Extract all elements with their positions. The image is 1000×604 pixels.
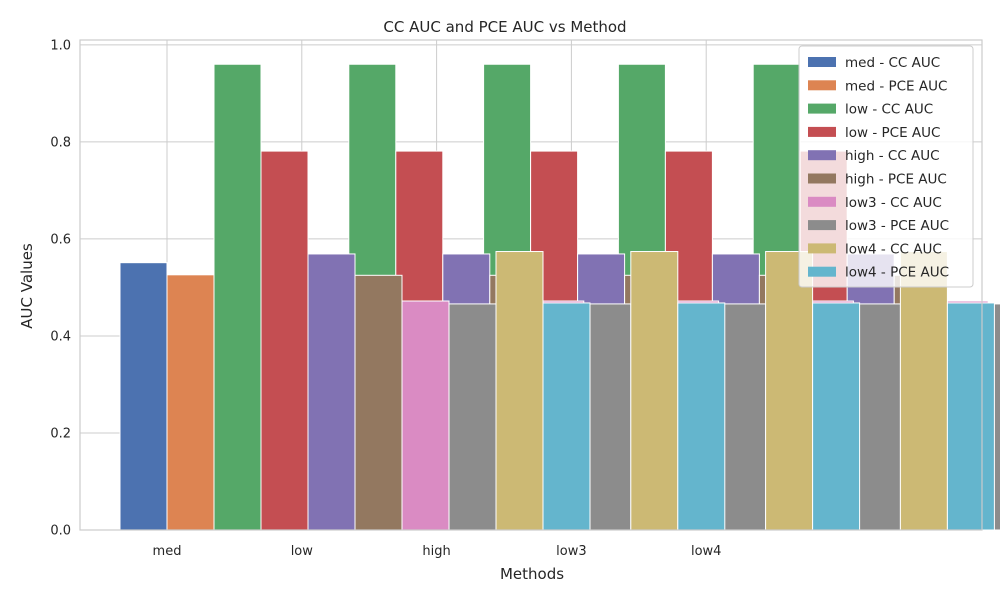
bar-low3-cc-auc-med — [401, 300, 450, 531]
y-tick-label: 0.2 — [50, 426, 71, 441]
bar-high-cc-auc-med — [307, 253, 356, 531]
bar-low3-pce-auc-low — [583, 303, 632, 531]
bar-low3-pce-auc-med — [448, 303, 497, 531]
legend-entry: low4 - CC AUC — [845, 241, 942, 257]
chart-title: CC AUC and PCE AUC vs Method — [383, 18, 626, 36]
legend-entry: med - PCE AUC — [845, 78, 947, 94]
x-tick-label: low3 — [556, 544, 586, 559]
bar-low3-pce-auc-high — [718, 303, 767, 531]
legend-entry: low4 - PCE AUC — [845, 265, 949, 281]
y-axis-title: AUC Values — [18, 243, 36, 329]
bar-low4-cc-auc-high — [765, 251, 814, 531]
bar-med-cc-auc-med — [119, 262, 168, 531]
y-tick-label: 0.6 — [50, 232, 71, 247]
y-tick-label: 1.0 — [50, 38, 71, 53]
legend-swatch — [808, 103, 836, 114]
x-axis-title: Methods — [500, 565, 564, 583]
x-tick-label: low4 — [691, 544, 721, 559]
legend-swatch — [808, 266, 836, 277]
y-tick-label: 0.0 — [50, 524, 71, 539]
bars-layer — [119, 63, 1000, 531]
legend-entry: high - CC AUC — [845, 148, 940, 164]
legend-entry: med - CC AUC — [845, 55, 940, 71]
legend-entry: high - PCE AUC — [845, 172, 947, 188]
bar-low4-pce-auc-low — [677, 302, 726, 531]
legend-swatch — [808, 57, 836, 67]
bar-low-cc-auc-med — [213, 63, 262, 531]
plot-frame — [79, 39, 983, 531]
bar-low4-pce-auc-low3 — [946, 302, 995, 531]
x-tick-label: high — [422, 544, 450, 559]
y-tick-label: 0.8 — [50, 135, 71, 150]
legend-swatch — [808, 220, 836, 231]
bar-low4-pce-auc-med — [542, 302, 591, 531]
legend-entry: low - PCE AUC — [845, 125, 940, 141]
legend-swatch — [808, 196, 836, 207]
bar-low4-pce-auc-high — [812, 302, 861, 531]
bar-high-pce-auc-med — [354, 274, 403, 531]
legend-swatch — [808, 150, 836, 161]
legend-swatch — [808, 243, 836, 254]
x-tick-label: low — [291, 544, 314, 559]
legend-entry: low - CC AUC — [845, 102, 933, 118]
x-tick-label: med — [153, 544, 182, 559]
bar-low3-pce-auc-low3 — [852, 303, 901, 531]
legend-entry: low3 - CC AUC — [845, 195, 942, 211]
y-tick-label: 0.4 — [50, 329, 71, 344]
legend-swatch — [808, 80, 836, 91]
bar-low-pce-auc-med — [260, 150, 309, 531]
legend: med - CC AUC med - PCE AUC low - CC AUC low… — [798, 45, 974, 288]
legend-swatch — [808, 126, 836, 137]
tick-labels: 0.0 0.2 0.4 0.6 0.8 1.0 med low high low3 low4 — [50, 38, 721, 559]
legend-swatch — [808, 173, 836, 184]
plot-border — [79, 39, 983, 531]
bar-low4-cc-auc-low3 — [899, 251, 948, 531]
bar-low4-cc-auc-low — [630, 251, 679, 531]
bar-low4-cc-auc-med — [495, 251, 544, 531]
legend-entry: low3 - PCE AUC — [845, 218, 949, 234]
bar-med-pce-auc-med — [166, 274, 215, 531]
legend-box — [798, 45, 974, 288]
